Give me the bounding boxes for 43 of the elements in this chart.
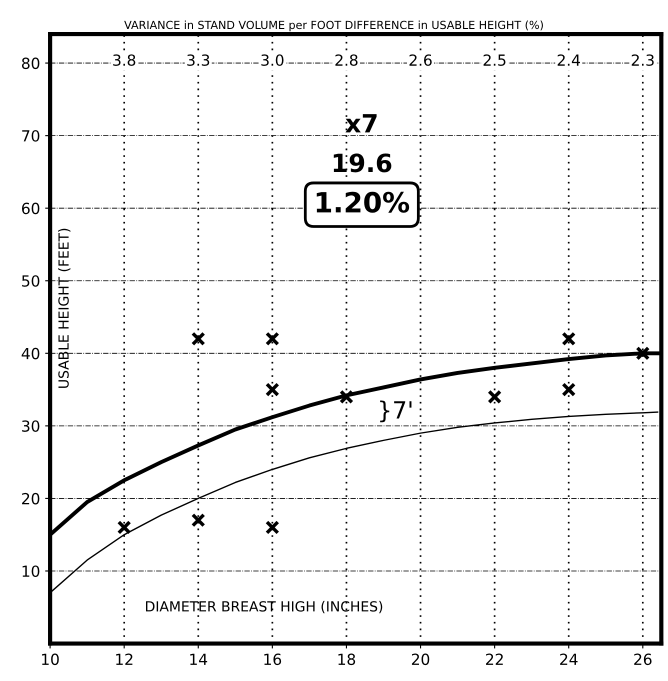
y-tick-label: 30: [22, 420, 40, 432]
y-tick-label: 60: [22, 202, 40, 214]
x-tick-label: 18: [338, 654, 356, 666]
text: VARIANCE in STAND VOLUME per FOOT DIFFERENCE in USABLE HEIGHT (%): [124, 20, 543, 32]
y-tick-label: 10: [22, 565, 40, 578]
point: [191, 332, 206, 346]
annotation: 2.6: [410, 54, 432, 66]
point: [488, 390, 502, 404]
annotation: }7': [380, 400, 412, 422]
x-tick-label: 22: [486, 654, 503, 665]
y-tick-label: 70: [22, 130, 40, 142]
x-tick-label: 10: [42, 654, 59, 666]
x-tick-label: 24: [560, 654, 578, 665]
point: [265, 332, 280, 346]
annotation: 3.8: [113, 54, 136, 66]
point: [117, 520, 132, 535]
x-axis-title: DIAMETER BREAST HIGH (INCHES): [146, 600, 382, 614]
annotation: 19.6: [334, 153, 392, 172]
point: [562, 332, 576, 346]
x-tick-label: 12: [116, 654, 132, 665]
x-tick-label: 26: [634, 654, 652, 666]
annotation: 2.3: [632, 54, 654, 66]
y-tick-label: 50: [22, 275, 40, 287]
annotation: 2.8: [335, 54, 358, 66]
y-axis-title: USABLE HEIGHT (FEET): [58, 228, 70, 388]
point: [636, 346, 650, 360]
y-tick-label: 40: [22, 348, 40, 360]
point: [265, 382, 280, 397]
annotation: 3.0: [261, 54, 284, 66]
point: [191, 513, 206, 528]
x-tick-label: 16: [264, 654, 282, 666]
annotation: 1.20%: [316, 192, 410, 213]
annotation: 2.4: [558, 54, 580, 66]
annotation: 2.5: [484, 54, 506, 66]
y-tick-label: 20: [22, 492, 40, 504]
y-tick-label: 80: [22, 58, 40, 70]
point: [562, 382, 576, 397]
annotation: x7: [345, 114, 377, 132]
point: [339, 390, 354, 404]
x-tick-label: 14: [190, 654, 208, 665]
annotation: 3.3: [187, 54, 210, 66]
point: [265, 520, 280, 535]
x-tick-label: 20: [412, 654, 430, 666]
